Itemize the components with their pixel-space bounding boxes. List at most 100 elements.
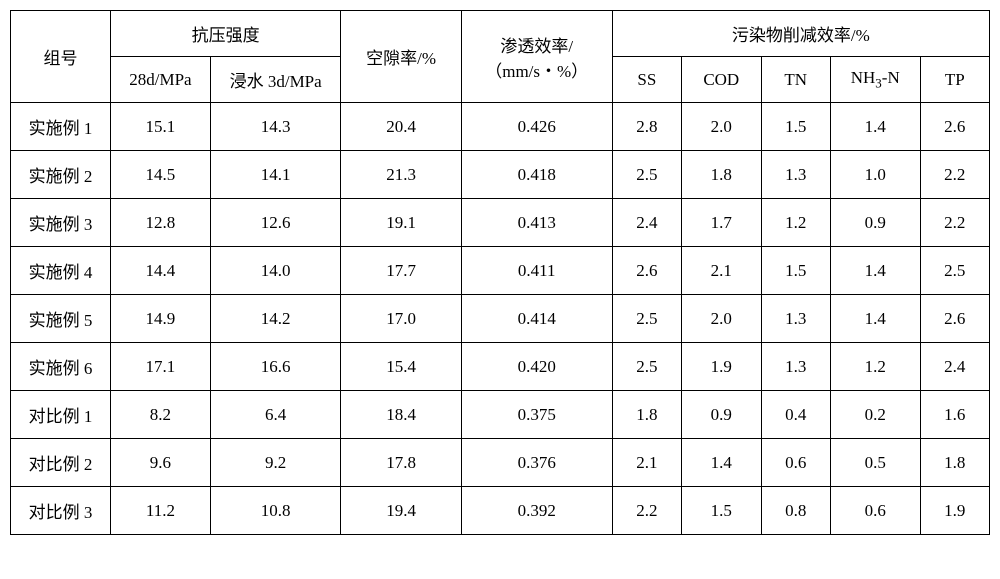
cell-label: 对比例 1 [11, 391, 111, 439]
cell-void: 19.1 [341, 199, 461, 247]
cell-label: 实施例 2 [11, 151, 111, 199]
cell-label: 实施例 3 [11, 199, 111, 247]
cell-label: 实施例 1 [11, 103, 111, 151]
cell-soak: 16.6 [210, 343, 341, 391]
col-header-pollutant: 污染物削减效率/% [612, 11, 989, 57]
cell-perm: 0.413 [461, 199, 612, 247]
cell-tn: 0.4 [761, 391, 830, 439]
cell-ss: 2.5 [612, 151, 681, 199]
cell-ss: 2.1 [612, 439, 681, 487]
cell-void: 15.4 [341, 343, 461, 391]
cell-28d: 17.1 [110, 343, 210, 391]
cell-nh3: 0.5 [830, 439, 920, 487]
cell-cod: 1.7 [682, 199, 762, 247]
cell-tp: 1.9 [920, 487, 989, 535]
cell-tn: 1.3 [761, 343, 830, 391]
col-header-permeation: 渗透效率/ （mm/s・%） [461, 11, 612, 103]
col-header-tn: TN [761, 57, 830, 103]
cell-tn: 1.5 [761, 247, 830, 295]
cell-tn: 0.8 [761, 487, 830, 535]
cell-28d: 14.5 [110, 151, 210, 199]
cell-28d: 15.1 [110, 103, 210, 151]
cell-void: 20.4 [341, 103, 461, 151]
cell-tp: 2.4 [920, 343, 989, 391]
table-row: 实施例 312.812.619.10.4132.41.71.20.92.2 [11, 199, 990, 247]
cell-perm: 0.420 [461, 343, 612, 391]
cell-nh3: 1.0 [830, 151, 920, 199]
col-header-cod: COD [682, 57, 762, 103]
cell-ss: 2.5 [612, 343, 681, 391]
col-header-soak3d: 浸水 3d/MPa [210, 57, 341, 103]
cell-soak: 6.4 [210, 391, 341, 439]
cell-tp: 1.8 [920, 439, 989, 487]
table-row: 对比例 29.69.217.80.3762.11.40.60.51.8 [11, 439, 990, 487]
cell-perm: 0.411 [461, 247, 612, 295]
cell-void: 17.8 [341, 439, 461, 487]
col-header-void: 空隙率/% [341, 11, 461, 103]
cell-perm: 0.418 [461, 151, 612, 199]
table-row: 实施例 414.414.017.70.4112.62.11.51.42.5 [11, 247, 990, 295]
table-row: 实施例 115.114.320.40.4262.82.01.51.42.6 [11, 103, 990, 151]
cell-cod: 1.4 [682, 439, 762, 487]
cell-label: 实施例 5 [11, 295, 111, 343]
cell-soak: 10.8 [210, 487, 341, 535]
cell-nh3: 1.4 [830, 247, 920, 295]
cell-tp: 2.2 [920, 151, 989, 199]
cell-cod: 2.0 [682, 295, 762, 343]
col-header-compressive: 抗压强度 [110, 11, 340, 57]
cell-void: 17.0 [341, 295, 461, 343]
col-header-nh3: NH3-N [830, 57, 920, 103]
cell-ss: 2.5 [612, 295, 681, 343]
table-row: 实施例 214.514.121.30.4182.51.81.31.02.2 [11, 151, 990, 199]
table-body: 实施例 115.114.320.40.4262.82.01.51.42.6实施例… [11, 103, 990, 535]
col-header-tp: TP [920, 57, 989, 103]
cell-perm: 0.392 [461, 487, 612, 535]
cell-soak: 14.1 [210, 151, 341, 199]
cell-label: 实施例 4 [11, 247, 111, 295]
permeation-line2: （mm/s・%） [462, 57, 612, 82]
cell-ss: 2.6 [612, 247, 681, 295]
cell-perm: 0.426 [461, 103, 612, 151]
cell-nh3: 1.2 [830, 343, 920, 391]
cell-tn: 1.2 [761, 199, 830, 247]
cell-tp: 2.2 [920, 199, 989, 247]
cell-void: 19.4 [341, 487, 461, 535]
cell-soak: 14.2 [210, 295, 341, 343]
header-row-1: 组号 抗压强度 空隙率/% 渗透效率/ （mm/s・%） 污染物削减效率/% [11, 11, 990, 57]
cell-nh3: 1.4 [830, 295, 920, 343]
cell-nh3: 0.2 [830, 391, 920, 439]
cell-cod: 1.9 [682, 343, 762, 391]
cell-nh3: 0.6 [830, 487, 920, 535]
cell-void: 18.4 [341, 391, 461, 439]
cell-tp: 2.5 [920, 247, 989, 295]
cell-soak: 12.6 [210, 199, 341, 247]
data-table: 组号 抗压强度 空隙率/% 渗透效率/ （mm/s・%） 污染物削减效率/% 2… [10, 10, 990, 535]
col-header-ss: SS [612, 57, 681, 103]
cell-cod: 1.5 [682, 487, 762, 535]
cell-ss: 1.8 [612, 391, 681, 439]
cell-ss: 2.2 [612, 487, 681, 535]
cell-label: 对比例 3 [11, 487, 111, 535]
cell-tp: 1.6 [920, 391, 989, 439]
cell-28d: 9.6 [110, 439, 210, 487]
cell-cod: 0.9 [682, 391, 762, 439]
cell-ss: 2.4 [612, 199, 681, 247]
cell-soak: 14.0 [210, 247, 341, 295]
permeation-line1: 渗透效率/ [462, 32, 612, 57]
cell-void: 21.3 [341, 151, 461, 199]
cell-void: 17.7 [341, 247, 461, 295]
cell-tp: 2.6 [920, 295, 989, 343]
table-row: 对比例 18.26.418.40.3751.80.90.40.21.6 [11, 391, 990, 439]
cell-tp: 2.6 [920, 103, 989, 151]
cell-28d: 14.4 [110, 247, 210, 295]
cell-28d: 14.9 [110, 295, 210, 343]
cell-perm: 0.376 [461, 439, 612, 487]
cell-perm: 0.414 [461, 295, 612, 343]
col-header-group: 组号 [11, 11, 111, 103]
cell-label: 实施例 6 [11, 343, 111, 391]
cell-28d: 12.8 [110, 199, 210, 247]
cell-nh3: 0.9 [830, 199, 920, 247]
table-row: 实施例 514.914.217.00.4142.52.01.31.42.6 [11, 295, 990, 343]
table-row: 实施例 617.116.615.40.4202.51.91.31.22.4 [11, 343, 990, 391]
cell-tn: 1.5 [761, 103, 830, 151]
